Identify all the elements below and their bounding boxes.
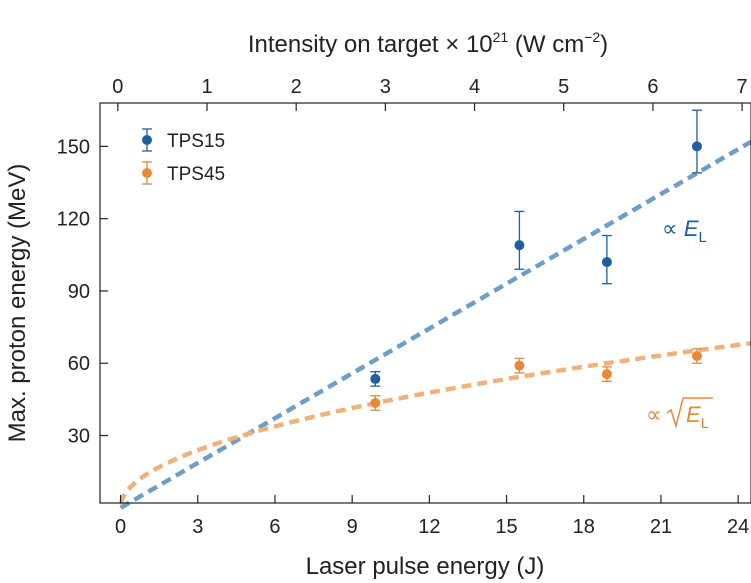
top-title-sup: 21 (493, 29, 509, 45)
y-tick-label: 120 (57, 209, 90, 231)
x-tick-label: 6 (269, 516, 280, 538)
y-tick-label: 30 (68, 426, 90, 448)
tps45-point (691, 351, 702, 362)
data-points (370, 141, 702, 408)
top-x-tick-label: 1 (201, 76, 212, 98)
top-x-tick-label: 4 (469, 76, 480, 98)
linear-fit-annotation: ∝ EL (662, 216, 707, 246)
top-x-tick-label: 5 (558, 76, 569, 98)
top-title-main: Intensity on target × 10 (248, 31, 493, 58)
error-bars (370, 109, 702, 411)
tps45-point (370, 398, 381, 408)
tps15-point (370, 373, 381, 384)
x-tick-label: 24 (727, 516, 749, 538)
x-tick-label: 9 (347, 516, 358, 538)
legend-tps15-label: TPS15 (167, 131, 225, 152)
top-x-tick-label: 2 (291, 76, 302, 98)
x-tick-label: 3 (192, 516, 203, 538)
x-tick-label: 12 (418, 516, 440, 538)
sqrt-fit-var-wrap: EL (686, 402, 709, 432)
top-x-tick-labels: 0 1 2 3 4 5 6 7 (112, 76, 747, 98)
linear-fit-sub: L (699, 229, 707, 246)
y-tick-labels: 30 60 90 120 150 (57, 136, 90, 447)
x-tick-label: 0 (115, 516, 126, 538)
top-x-tick-label: 7 (737, 76, 748, 98)
axis-ticks (100, 103, 743, 503)
legend-tps15-marker (142, 135, 152, 145)
tps45-point (514, 360, 525, 371)
top-title-sup2: −2 (584, 29, 600, 45)
legend-item-tps45: TPS45 (142, 161, 225, 185)
sqrt-fit-line (118, 340, 751, 506)
linear-fit-prefix: ∝ (662, 216, 684, 241)
legend-item-tps15: TPS15 (142, 128, 225, 152)
sqrt-radical-sign (666, 397, 713, 429)
plot-frame (99, 102, 751, 504)
sqrt-fit-sub: L (701, 415, 709, 432)
legend-tps45-marker (142, 168, 152, 178)
x-axis-title: Laser pulse energy (J) (306, 553, 545, 580)
y-tick-label: 60 (68, 353, 90, 375)
linear-fit-line (119, 139, 751, 510)
top-x-axis-title: Intensity on target × 1021 (W cm−2) (248, 29, 608, 58)
y-tick-label: 90 (68, 281, 90, 303)
tps45-point (601, 369, 612, 380)
sqrt-fit-var: E (686, 402, 701, 427)
y-axis-title: Max. proton energy (MeV) (4, 164, 31, 443)
fit-lines (118, 139, 751, 510)
x-tick-labels: 0 3 6 9 12 15 18 21 24 (115, 516, 749, 538)
legend-tps45-label: TPS45 (167, 164, 225, 185)
x-tick-label: 15 (495, 516, 517, 538)
top-x-tick-label: 3 (380, 76, 391, 98)
top-title-tail1: (W cm (508, 31, 584, 58)
top-x-tick-label: 0 (112, 76, 123, 98)
x-tick-label: 21 (650, 516, 672, 538)
top-title-tail2: ) (600, 31, 608, 58)
tps15-point (514, 240, 525, 251)
x-tick-label: 18 (573, 516, 595, 538)
sqrt-fit-prefix: ∝ (646, 402, 662, 427)
tps15-point (691, 141, 702, 152)
y-tick-label: 150 (57, 136, 90, 158)
tps15-point (601, 257, 612, 268)
sqrt-fit-annotation: ∝ EL (646, 397, 713, 432)
top-x-tick-label: 6 (647, 76, 658, 98)
legend: TPS15 TPS45 (142, 128, 225, 185)
linear-fit-var: E (684, 216, 699, 241)
